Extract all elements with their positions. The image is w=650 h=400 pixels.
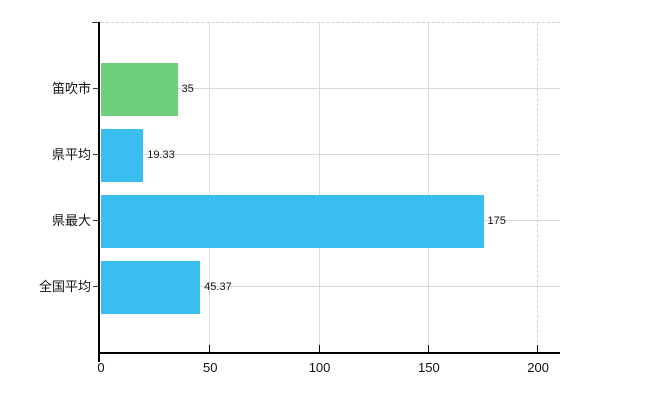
category-label: 県最大 <box>51 213 91 228</box>
category-tick-mark <box>93 286 99 287</box>
gridline-horizontal <box>101 154 560 155</box>
plot-area: 35 19.33 175 45.37 <box>101 23 560 353</box>
bar-value-label: 35 <box>181 83 194 95</box>
gridline-vertical <box>427 23 429 353</box>
bar-value-label: 19.33 <box>147 149 175 161</box>
gridline-horizontal <box>101 286 560 287</box>
bar-4[interactable] <box>101 260 201 314</box>
bar-3[interactable] <box>101 194 484 248</box>
gridline-vertical <box>318 23 320 353</box>
gridline-vertical <box>537 23 539 353</box>
category-tick-mark <box>93 220 99 221</box>
x-tick-label: 200 <box>527 360 549 375</box>
bar-2[interactable] <box>101 128 144 182</box>
category-tick-mark <box>93 154 99 155</box>
bar-value-label: 175 <box>487 215 506 227</box>
category-tick-mark <box>93 88 99 89</box>
gridline-vertical <box>209 23 211 353</box>
x-axis-line <box>98 352 560 354</box>
gridline-horizontal <box>101 88 560 89</box>
x-tick-label: 150 <box>417 360 440 375</box>
x-tick-label: 50 <box>203 360 218 375</box>
category-label: 県平均 <box>51 147 91 162</box>
bar-value-label: 45.37 <box>204 281 232 293</box>
category-label: 全国平均 <box>38 279 91 294</box>
y-axis-line <box>98 22 100 362</box>
x-axis-tick-mark <box>537 345 539 352</box>
x-tick-label: 0 <box>97 360 105 375</box>
plot-border-top-dashed-line <box>101 22 560 23</box>
x-axis-tick-mark <box>427 345 429 352</box>
bar-1[interactable] <box>101 62 178 116</box>
y-axis-top-tick <box>92 22 98 23</box>
category-label: 笛吹市 <box>51 81 91 96</box>
x-axis-tick-mark <box>318 345 320 352</box>
x-tick-label: 100 <box>308 360 331 375</box>
x-axis-tick-mark <box>209 345 211 352</box>
